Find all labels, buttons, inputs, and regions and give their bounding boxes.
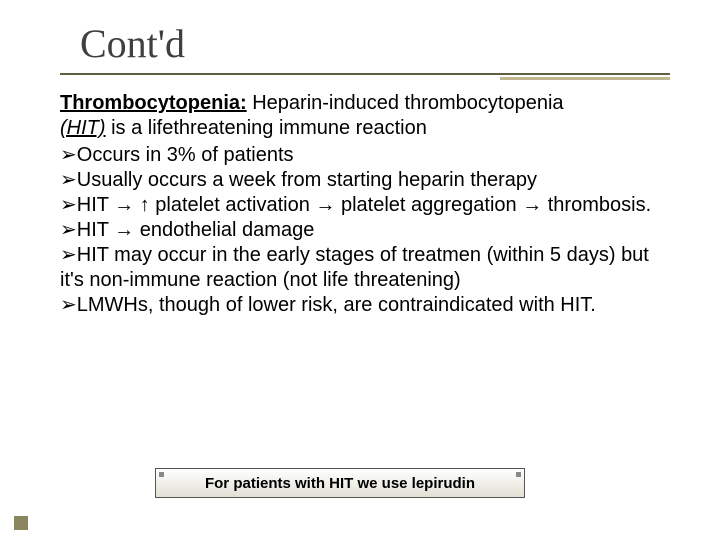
bullet-item: ➢Occurs in 3% of patients — [60, 143, 670, 168]
slide: Cont'd Thrombocytopenia: Heparin-induced… — [0, 0, 720, 540]
bullet-item: ➢LMWHs, though of lower risk, are contra… — [60, 293, 670, 318]
corner-square-icon — [14, 516, 28, 530]
lead-label: Thrombocytopenia: — [60, 92, 247, 114]
bullet-text: Usually occurs a week from starting hepa… — [77, 169, 537, 191]
bullet-marker-icon: ➢ — [60, 244, 77, 266]
bullet-marker-icon: ➢ — [60, 219, 77, 241]
underline-dark — [60, 73, 670, 75]
intro-part2: is a lifethreatening immune reaction — [106, 117, 427, 139]
slide-title: Cont'd — [60, 20, 670, 67]
bullet-item: ➢HIT → endothelial damage — [60, 218, 670, 243]
bullet-marker-icon: ➢ — [60, 294, 77, 316]
bullet-text: HIT may occur in the early stages of tre… — [60, 244, 649, 291]
bullet-marker-icon: ➢ — [60, 144, 77, 166]
bullet-text: Occurs in 3% of patients — [77, 144, 294, 166]
bullet-marker-icon: ➢ — [60, 194, 77, 216]
bullet-marker-icon: ➢ — [60, 169, 77, 191]
title-underline — [60, 73, 670, 81]
intro-part1: Heparin-induced thrombocytopenia — [247, 92, 564, 114]
bullet-item: ➢Usually occurs a week from starting hep… — [60, 168, 670, 193]
underline-light — [500, 77, 670, 80]
intro-line: Thrombocytopenia: Heparin-induced thromb… — [60, 91, 670, 141]
callout-text: For patients with HIT we use lepirudin — [205, 475, 475, 492]
bullet-item: ➢HIT may occur in the early stages of tr… — [60, 243, 670, 293]
bullet-text: HIT → endothelial damage — [77, 219, 315, 241]
bullet-text: HIT → ↑ platelet activation → platelet a… — [77, 194, 651, 216]
callout-box: For patients with HIT we use lepirudin — [155, 468, 525, 498]
bullet-item: ➢HIT → ↑ platelet activation → platelet … — [60, 193, 670, 218]
bullet-text: LMWHs, though of lower risk, are contrai… — [77, 294, 596, 316]
hit-abbrev: (HIT) — [60, 117, 106, 139]
body-text: Thrombocytopenia: Heparin-induced thromb… — [60, 91, 670, 318]
